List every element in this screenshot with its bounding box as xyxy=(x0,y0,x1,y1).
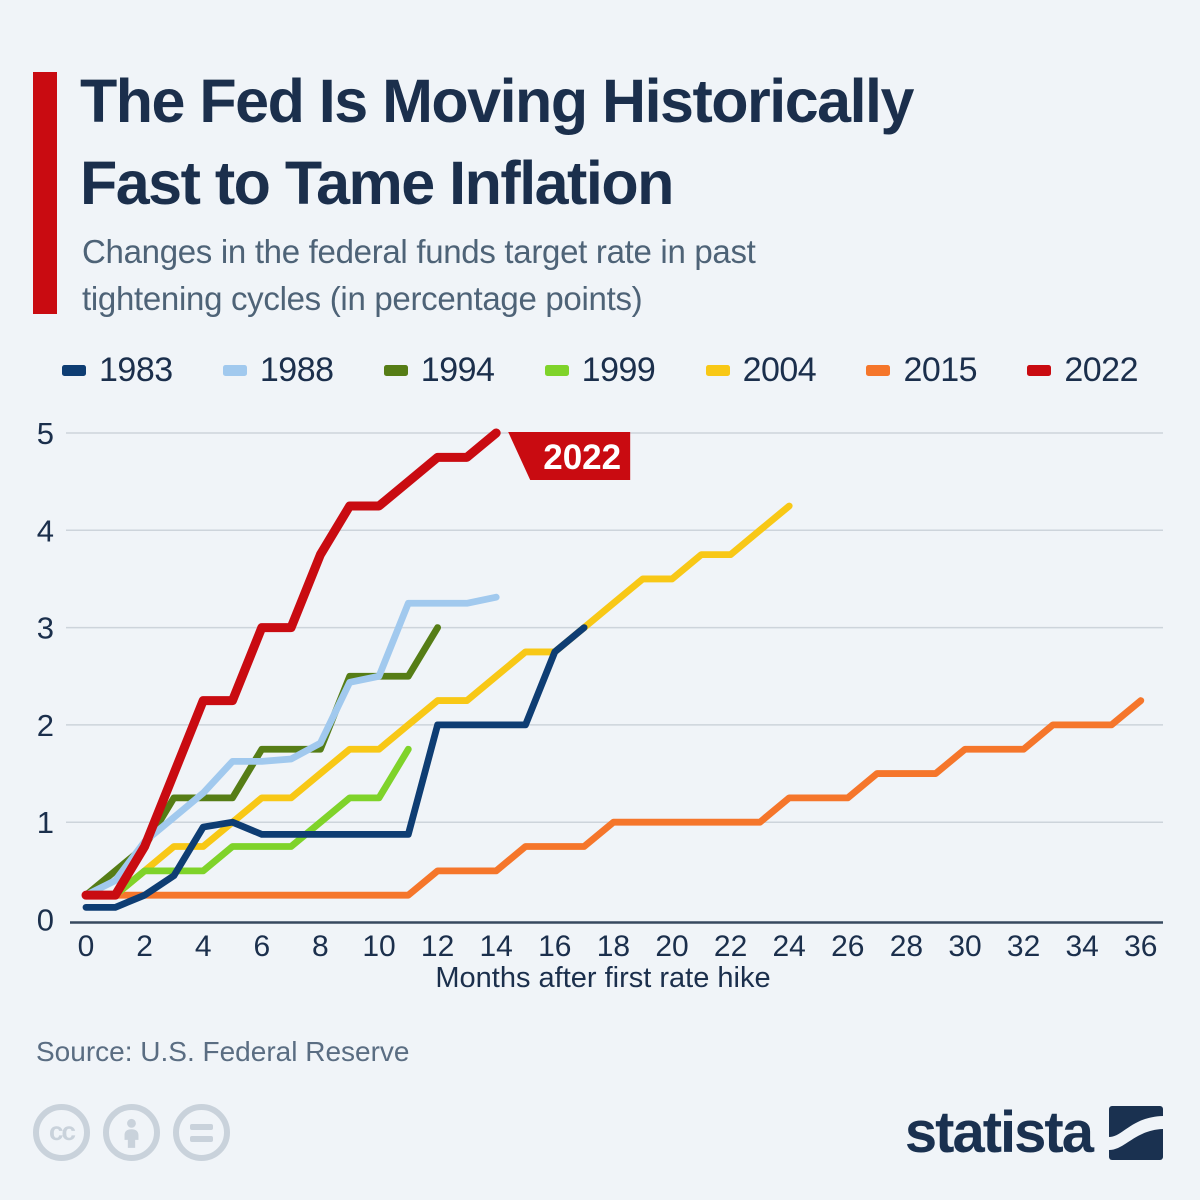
legend-label-2004: 2004 xyxy=(742,350,817,389)
statista-logo: statista xyxy=(905,1103,1163,1163)
legend-item-1988: 1988 xyxy=(222,350,334,390)
legend-item-1983: 1983 xyxy=(62,351,173,390)
legend-item-1994: 1994 xyxy=(383,350,495,390)
x-tick-label-32: 32 xyxy=(1007,930,1040,963)
y-tick-label-5: 5 xyxy=(37,416,54,451)
cc-icon: cc xyxy=(33,1104,90,1161)
legend-label-1983: 1983 xyxy=(99,350,173,389)
statista-logo-text: statista xyxy=(904,1100,1094,1165)
y-tick-label-2: 2 xyxy=(37,708,54,743)
series-tag-label: 2022 xyxy=(543,438,621,477)
series-line-2004 xyxy=(82,502,793,899)
title-accent-bar xyxy=(33,72,57,314)
legend-label-1994: 1994 xyxy=(420,350,495,389)
y-tick-label-4: 4 xyxy=(37,513,54,548)
y-tick-label-1: 1 xyxy=(37,805,54,840)
legend-label-1988: 1988 xyxy=(259,350,334,389)
series-line-2022 xyxy=(81,428,501,900)
x-tick-label-0: 0 xyxy=(78,930,95,963)
legend-swatch-2022 xyxy=(1027,364,1052,376)
x-tick-label-12: 12 xyxy=(421,930,454,963)
source-text: Source: U.S. Federal Reserve xyxy=(36,1036,410,1067)
statista-logo-mark xyxy=(1109,1106,1163,1160)
series-line-1999 xyxy=(82,745,412,899)
person-icon xyxy=(124,1118,139,1148)
x-tick-label-4: 4 xyxy=(195,930,212,963)
legend-swatch-1999 xyxy=(544,364,569,376)
page-subtitle: Changes in the federal funds target rate… xyxy=(82,233,756,317)
x-axis-title: Months after first rate hike xyxy=(435,962,770,994)
legend-item-1999: 1999 xyxy=(544,350,656,390)
x-tick-label-30: 30 xyxy=(948,930,981,963)
series-tag-2022 xyxy=(508,432,631,480)
legend-item-2004: 2004 xyxy=(705,350,817,390)
legend-swatch-1983 xyxy=(62,364,86,376)
x-tick-label-20: 20 xyxy=(655,930,688,963)
x-tick-label-10: 10 xyxy=(362,930,395,963)
cc-equals-icon xyxy=(173,1104,230,1161)
x-tick-label-34: 34 xyxy=(1066,930,1099,963)
x-tick-label-22: 22 xyxy=(714,930,747,963)
series-line-1983 xyxy=(82,624,588,911)
x-tick-label-28: 28 xyxy=(890,930,923,963)
x-tick-label-8: 8 xyxy=(312,930,329,963)
series-line-2015 xyxy=(82,697,1145,899)
legend-swatch-1988 xyxy=(222,364,247,376)
legend-label-2015: 2015 xyxy=(903,350,978,389)
legend-label-2022: 2022 xyxy=(1064,350,1138,389)
cc-license-icons: cc xyxy=(33,1104,230,1161)
x-tick-label-14: 14 xyxy=(480,930,513,963)
page-title: The Fed Is Moving Historically Fast to T… xyxy=(80,67,914,217)
y-tick-label-3: 3 xyxy=(37,611,54,646)
legend-swatch-2015 xyxy=(866,364,891,376)
x-tick-label-16: 16 xyxy=(538,930,571,963)
x-tick-label-26: 26 xyxy=(831,930,864,963)
x-tick-label-36: 36 xyxy=(1124,930,1157,963)
x-tick-label-18: 18 xyxy=(597,930,630,963)
legend-swatch-1994 xyxy=(383,364,408,376)
x-tick-label-2: 2 xyxy=(136,930,153,963)
legend-label-1999: 1999 xyxy=(581,350,656,389)
cc-attribution-icon xyxy=(103,1104,160,1161)
legend-item-2015: 2015 xyxy=(866,350,978,390)
x-tick-label-24: 24 xyxy=(773,930,806,963)
legend-swatch-2004 xyxy=(705,364,730,376)
y-tick-label-0: 0 xyxy=(37,903,54,938)
chart-legend: 1983 1988 1994 1999 2004 2015 2022 xyxy=(62,350,1138,390)
legend-item-2022: 2022 xyxy=(1027,351,1138,390)
x-tick-label-6: 6 xyxy=(253,930,270,963)
